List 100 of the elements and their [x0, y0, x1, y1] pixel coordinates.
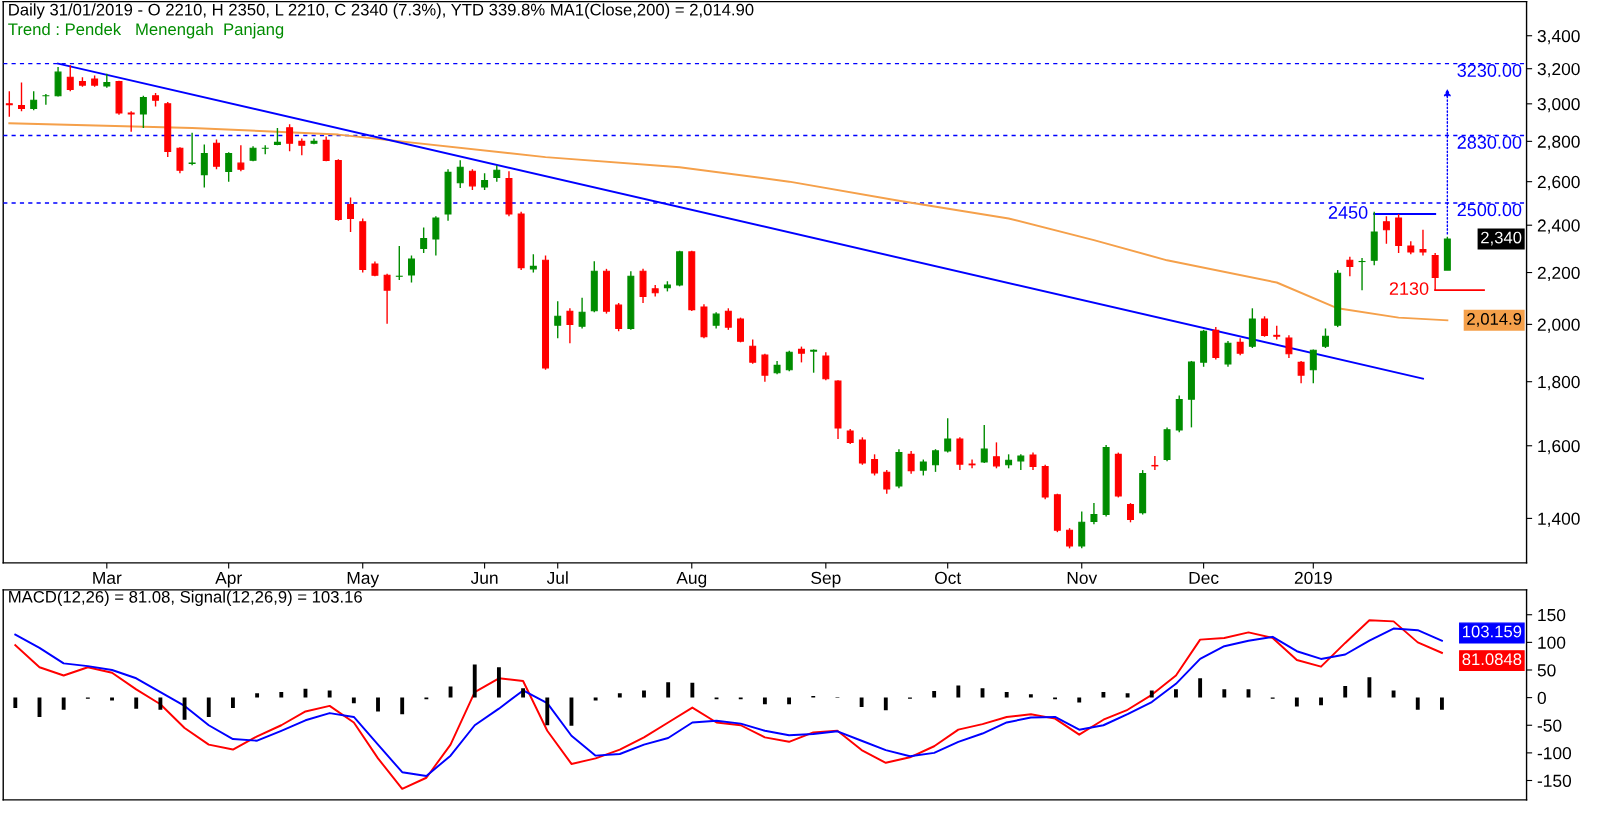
candlestick — [992, 441, 1000, 470]
bar — [1391, 690, 1396, 698]
annotation: 2,014.9 — [1467, 312, 1522, 327]
annotation: 2,340 — [1481, 231, 1522, 246]
candlestick — [213, 138, 220, 170]
y-tick-label: 3,400 — [1537, 29, 1580, 45]
candlestick — [749, 338, 757, 365]
candlestick — [139, 95, 147, 129]
x-tick-label: Sep — [811, 571, 841, 588]
candlestick — [968, 458, 976, 470]
bar — [1343, 686, 1348, 698]
bar — [1004, 692, 1009, 698]
candlestick — [66, 64, 74, 92]
x-tick-label: Jun — [470, 571, 498, 584]
bar — [932, 690, 937, 698]
y-tick-label: 50 — [1537, 664, 1556, 677]
candlestick — [1090, 502, 1098, 525]
bar — [206, 697, 211, 717]
bar — [496, 667, 501, 698]
bar — [279, 692, 284, 698]
candlestick — [432, 215, 440, 257]
series-label: 2130 — [1389, 282, 1429, 295]
y-tick-label: -100 — [1537, 747, 1572, 760]
candlestick — [407, 254, 415, 284]
candlestick — [615, 302, 623, 332]
candlestick — [237, 144, 245, 172]
y-tick-label: 2,200 — [1537, 266, 1580, 282]
candlestick — [322, 135, 330, 162]
bar — [1198, 678, 1203, 698]
x-tick-label: Apr — [215, 571, 242, 588]
annotation: 81.0848 — [1462, 653, 1522, 666]
candlestick — [1309, 348, 1317, 384]
candlestick — [980, 424, 988, 464]
candlestick — [761, 353, 769, 383]
candlestick — [578, 297, 586, 330]
bar — [472, 664, 477, 698]
x-tick-label: Dec — [1189, 571, 1219, 584]
bar — [1440, 697, 1444, 710]
x-tick-label: Aug — [676, 571, 707, 588]
y-tick-label: 2,000 — [1537, 318, 1580, 333]
candlestick — [176, 146, 184, 175]
bar — [1415, 697, 1420, 710]
line-series — [8, 122, 1449, 322]
ref-line-label: 2830.00 — [1457, 136, 1522, 149]
bar — [231, 697, 235, 709]
y-tick-label: 2,600 — [1537, 175, 1580, 191]
candlestick — [1297, 360, 1305, 384]
candlestick — [907, 450, 915, 475]
candlestick — [103, 73, 111, 89]
y-tick-label: 3,000 — [1537, 97, 1580, 113]
bar — [1319, 697, 1323, 706]
bar — [351, 697, 356, 704]
candlestick — [1346, 256, 1354, 277]
x-tick-label: Oct — [935, 571, 962, 584]
candlestick — [200, 143, 208, 189]
candlestick — [1078, 510, 1086, 550]
bar — [61, 697, 66, 710]
bar — [1149, 690, 1154, 698]
candlestick — [871, 453, 879, 477]
chart-title: Daily 31/01/2019 - O 2210, H 2350, L 2210, C 2340 (7.3%), YTD 339.8% MA1(Close,200) = 2,014.90 — [9, 3, 754, 19]
bar — [400, 697, 405, 715]
bar — [13, 697, 18, 709]
y-tick-label: 1,600 — [1538, 439, 1580, 455]
ref-line-label: 2500.00 — [1457, 203, 1522, 217]
candlestick — [883, 469, 891, 495]
y-tick-label: 2,400 — [1537, 219, 1580, 234]
candlestick — [1382, 215, 1390, 245]
candlestick — [54, 66, 62, 98]
x-tick-label: Nov — [1067, 571, 1098, 584]
annotation: 103.159 — [1463, 625, 1522, 638]
candlestick — [1066, 527, 1074, 550]
candlestick — [858, 436, 866, 466]
x-tick-label: Jul — [546, 571, 568, 584]
bar — [956, 685, 961, 698]
candlestick — [1285, 334, 1293, 359]
series-label: 2450 — [1328, 206, 1368, 219]
ref-line-label: 3230.00 — [1457, 64, 1522, 77]
bar — [376, 697, 380, 712]
bar — [1294, 697, 1299, 707]
bar — [327, 690, 332, 698]
bar — [787, 697, 792, 705]
candlestick — [225, 151, 233, 183]
y-tick-label: 2,800 — [1537, 135, 1580, 150]
y-tick-label: -150 — [1537, 774, 1572, 787]
y-tick-label: 1,400 — [1538, 512, 1580, 527]
candlestick — [932, 448, 939, 473]
bar — [642, 690, 646, 698]
bar — [859, 697, 864, 708]
bar — [1077, 697, 1082, 703]
candlestick — [785, 350, 793, 372]
y-tick-label: 0 — [1537, 691, 1546, 705]
candlestick — [30, 90, 38, 111]
text: Trend : Pendek Menengah Panjang — [8, 22, 284, 39]
y-tick-label: 150 — [1538, 608, 1566, 622]
y-tick-label: -50 — [1537, 719, 1562, 732]
candlestick — [5, 90, 13, 118]
candlestick — [18, 81, 25, 112]
chart-title: MACD(12,26) = 81.08, Signal(12,26,9) = 103.16 — [9, 590, 362, 607]
y-tick-label: 1,800 — [1538, 375, 1580, 391]
candlestick — [347, 196, 355, 233]
